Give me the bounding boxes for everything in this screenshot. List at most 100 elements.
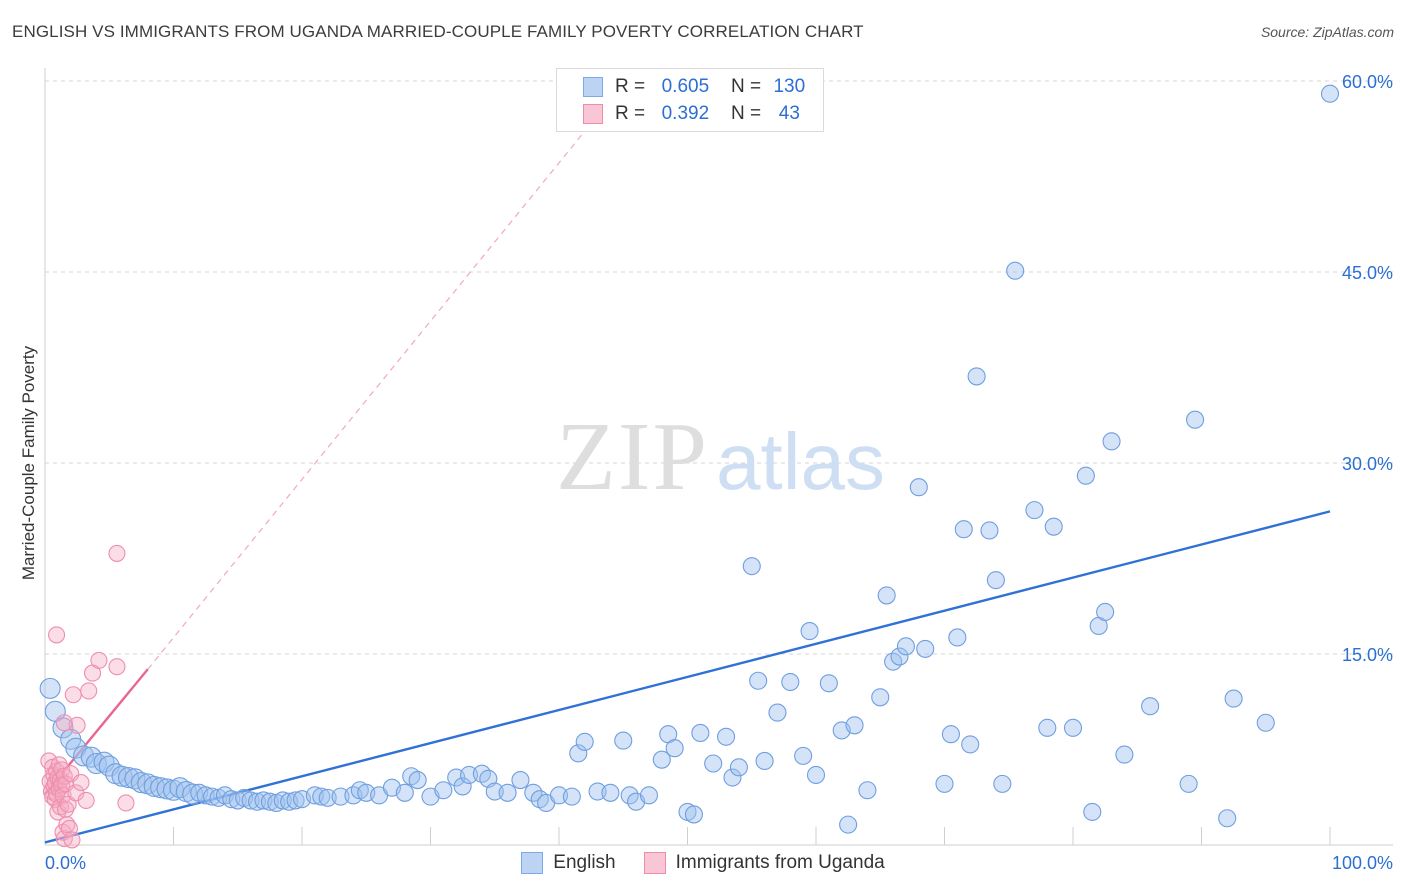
english-point[interactable] — [260, 792, 279, 811]
english-point[interactable] — [85, 752, 107, 775]
english-point[interactable] — [665, 739, 684, 758]
english-point[interactable] — [916, 639, 935, 658]
english-point[interactable] — [845, 716, 864, 735]
uganda-point[interactable] — [48, 626, 66, 644]
uganda-point[interactable] — [55, 714, 73, 732]
english-point[interactable] — [806, 765, 826, 785]
english-point[interactable] — [111, 765, 133, 787]
english-point[interactable] — [935, 774, 954, 793]
uganda-point[interactable] — [72, 774, 90, 792]
english-point[interactable] — [1038, 718, 1057, 737]
english-point[interactable] — [652, 750, 671, 769]
english-point[interactable] — [130, 772, 152, 794]
english-point[interactable] — [890, 647, 909, 666]
english-point[interactable] — [749, 671, 768, 690]
english-point[interactable] — [961, 735, 980, 754]
english-point[interactable] — [1096, 602, 1115, 622]
english-point[interactable] — [1320, 84, 1340, 103]
english-point[interactable] — [704, 754, 723, 773]
english-point[interactable] — [169, 777, 191, 799]
english-point[interactable] — [485, 782, 504, 801]
english-point[interactable] — [1141, 697, 1160, 716]
english-point[interactable] — [1006, 261, 1025, 280]
english-point[interactable] — [723, 768, 742, 787]
english-point[interactable] — [755, 751, 774, 771]
uganda-point[interactable] — [63, 831, 81, 849]
english-point[interactable] — [819, 674, 838, 693]
english-point[interactable] — [453, 777, 472, 796]
english-point[interactable] — [117, 766, 140, 789]
english-point[interactable] — [871, 688, 890, 707]
english-point[interactable] — [684, 805, 703, 824]
uganda-point[interactable] — [64, 686, 82, 704]
english-point[interactable] — [150, 777, 172, 799]
english-point[interactable] — [967, 367, 986, 386]
english-point[interactable] — [794, 746, 813, 765]
english-point[interactable] — [575, 732, 594, 751]
english-point[interactable] — [877, 586, 896, 605]
english-point[interactable] — [1256, 713, 1275, 732]
english-point[interactable] — [993, 774, 1012, 793]
english-point[interactable] — [729, 758, 748, 777]
english-point[interactable] — [781, 672, 800, 692]
english-point[interactable] — [1044, 517, 1063, 536]
english-point[interactable] — [222, 790, 241, 809]
english-point[interactable] — [742, 557, 761, 576]
english-point[interactable] — [1025, 501, 1044, 520]
english-point[interactable] — [601, 783, 620, 802]
english-point[interactable] — [241, 791, 260, 810]
english-point[interactable] — [286, 791, 305, 810]
english-point[interactable] — [980, 521, 999, 540]
english-point[interactable] — [39, 677, 61, 699]
english-point[interactable] — [569, 744, 588, 763]
english-point[interactable] — [124, 768, 146, 790]
english-point[interactable] — [639, 786, 659, 805]
english-point[interactable] — [896, 637, 916, 656]
english-point[interactable] — [1224, 689, 1243, 708]
english-point[interactable] — [716, 727, 736, 746]
uganda-point[interactable] — [68, 716, 86, 734]
english-point[interactable] — [909, 478, 928, 497]
english-point[interactable] — [941, 725, 960, 744]
english-point[interactable] — [549, 786, 569, 805]
uganda-point[interactable] — [117, 794, 135, 812]
english-point[interactable] — [247, 792, 267, 811]
uganda-point[interactable] — [57, 800, 75, 818]
english-point[interactable] — [52, 717, 74, 739]
english-point[interactable] — [459, 765, 479, 785]
english-point[interactable] — [800, 622, 819, 641]
uganda-point[interactable] — [90, 651, 108, 669]
english-point[interactable] — [588, 782, 607, 801]
uganda-point[interactable] — [108, 544, 126, 562]
english-point[interactable] — [986, 571, 1005, 590]
english-point[interactable] — [858, 781, 877, 800]
english-point[interactable] — [1115, 745, 1134, 764]
english-point[interactable] — [511, 771, 530, 790]
english-point[interactable] — [203, 787, 222, 806]
english-point[interactable] — [768, 703, 787, 722]
english-point[interactable] — [318, 788, 337, 807]
english-point[interactable] — [434, 781, 453, 800]
english-point[interactable] — [1179, 774, 1198, 793]
english-point[interactable] — [562, 787, 581, 806]
legend-item-uganda[interactable]: Immigrants from Uganda — [643, 852, 885, 874]
english-point[interactable] — [498, 783, 517, 802]
english-point[interactable] — [1102, 432, 1121, 451]
uganda-point[interactable] — [80, 682, 98, 700]
english-point[interactable] — [273, 791, 292, 810]
english-point[interactable] — [1186, 410, 1205, 429]
legend-item-english[interactable]: English — [521, 852, 616, 874]
english-point[interactable] — [691, 723, 710, 742]
english-point[interactable] — [614, 731, 633, 750]
english-point[interactable] — [1063, 718, 1083, 737]
english-point[interactable] — [395, 783, 414, 802]
english-point[interactable] — [408, 771, 427, 790]
english-point[interactable] — [1083, 802, 1102, 821]
english-point[interactable] — [331, 787, 350, 806]
uganda-point[interactable] — [77, 791, 95, 809]
english-point[interactable] — [312, 787, 331, 806]
english-point[interactable] — [1076, 466, 1095, 485]
english-point[interactable] — [1218, 809, 1237, 828]
uganda-point[interactable] — [108, 658, 126, 676]
english-point[interactable] — [839, 815, 858, 834]
